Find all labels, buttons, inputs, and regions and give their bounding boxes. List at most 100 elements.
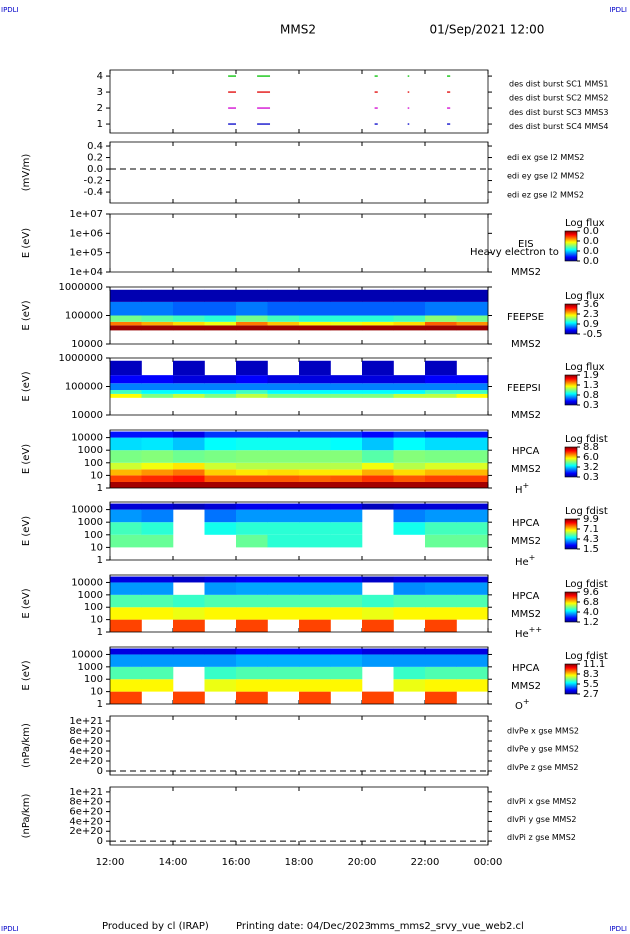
instrument-label: HPCA xyxy=(512,446,540,457)
legend-entry: des dist burst SC3 MMS3 xyxy=(509,108,608,117)
spectrogram-cell xyxy=(456,383,489,391)
y-tick-label: 1e+21 xyxy=(69,716,103,727)
y-tick-label: 3 xyxy=(97,87,103,98)
y-tick-label: -0.2 xyxy=(83,176,103,187)
spectrogram-cell xyxy=(456,509,489,523)
spectrogram-cell xyxy=(299,481,331,488)
y-tick-label: 0 xyxy=(97,836,103,847)
spectrogram-cell xyxy=(299,321,331,326)
spectrogram-cell xyxy=(456,301,489,316)
spectrogram-cell xyxy=(299,383,331,391)
spectrogram-cell xyxy=(110,383,142,391)
spectrogram-cell xyxy=(267,648,300,655)
spectrogram-cell xyxy=(456,375,489,384)
spectrogram-cell xyxy=(141,325,174,331)
colorbar-tick-label: 2.7 xyxy=(583,689,599,700)
y-tick-label: 100000 xyxy=(65,311,103,322)
y-tick-label: 100 xyxy=(84,602,103,613)
spectrogram-cell xyxy=(330,450,363,463)
spectrogram-cell xyxy=(236,325,268,331)
spectrogram-cell xyxy=(456,654,489,667)
spectrogram-cell xyxy=(110,503,142,510)
spectrogram-cell xyxy=(330,390,363,394)
spectrogram-cell xyxy=(299,582,331,595)
species-charge: ++ xyxy=(529,625,542,634)
spectrogram-cell xyxy=(330,321,363,326)
panel-frame xyxy=(109,786,489,846)
spectrogram-cell xyxy=(173,321,205,326)
spectrogram-cell xyxy=(393,522,426,535)
x-tick-label: 18:00 xyxy=(285,857,314,868)
species-charge: + xyxy=(523,481,530,490)
y-tick-label: 1000000 xyxy=(58,282,103,293)
spectrogram-cell xyxy=(425,431,457,438)
spectrogram-cell xyxy=(173,691,205,704)
spectrogram-cell xyxy=(425,509,457,523)
spectrogram-cell xyxy=(393,431,426,438)
spectrogram-cell xyxy=(425,619,457,632)
spectrogram-cell xyxy=(299,509,331,523)
spectrogram-cell xyxy=(204,666,237,680)
x-tick-label: 14:00 xyxy=(159,857,188,868)
colorbar-tick-label: 11.1 xyxy=(583,659,605,670)
spectrogram-cell xyxy=(393,576,426,583)
species-charge: + xyxy=(529,553,536,562)
spectrogram-cell xyxy=(110,325,142,331)
spectrogram-cell xyxy=(425,321,457,326)
spectrogram-cell xyxy=(173,437,205,451)
spectrogram-cell xyxy=(456,503,489,510)
spectrogram-cell xyxy=(204,450,237,463)
spectrogram-cell xyxy=(425,503,457,510)
spectrogram-cell xyxy=(110,594,142,608)
spectrogram-cell xyxy=(110,375,142,384)
spectrogram-cell xyxy=(393,648,426,655)
footer-file: mms_mms2_srvy_vue_web2.cl xyxy=(370,921,524,932)
date-title: 01/Sep/2021 12:00 xyxy=(430,23,545,37)
instrument-label: HPCA xyxy=(512,591,540,602)
legend-entry: edi ex gse l2 MMS2 xyxy=(507,153,584,162)
spectrogram-cell xyxy=(330,679,363,692)
spectrogram-cell xyxy=(110,469,142,476)
spectrogram-cell xyxy=(110,475,142,482)
y-tick-label: 4 xyxy=(97,71,103,82)
colorbar-tick-label: 3.6 xyxy=(583,299,599,310)
colorbar-tick-label: 6.0 xyxy=(583,452,599,463)
colorbar-title: Log fdist xyxy=(565,651,608,662)
panel-frame xyxy=(109,646,489,705)
legend-entry: des dist burst SC4 MMS4 xyxy=(509,122,608,131)
spectrogram-cell xyxy=(204,325,237,331)
spectrogram-cell xyxy=(173,475,205,482)
y-tick-label: 4e+20 xyxy=(69,816,103,827)
spectrogram-cell xyxy=(141,654,174,667)
spectrogram-cell xyxy=(173,315,205,322)
spectrogram-cell xyxy=(267,522,300,535)
spectrogram-cell xyxy=(267,607,300,620)
spectrogram-cell xyxy=(330,481,363,488)
spectrogram-cell xyxy=(236,462,268,470)
spectrogram-cell xyxy=(299,679,331,692)
spectrogram-cell xyxy=(267,509,300,523)
spectrogram-cell xyxy=(267,582,300,595)
spectrogram-cell xyxy=(393,383,426,391)
y-axis-label: (nPa/km) xyxy=(21,723,32,768)
spectrogram-cell xyxy=(456,431,489,438)
spectrogram-cell xyxy=(267,654,300,667)
spectrogram-cell xyxy=(330,666,363,680)
y-tick-label: 10000 xyxy=(71,339,103,350)
spectrogram-cell xyxy=(362,469,394,476)
spectrogram-cell xyxy=(393,607,426,620)
spectrogram-cell xyxy=(393,654,426,667)
colorbar xyxy=(564,663,578,695)
spectrogram-cell xyxy=(299,431,331,438)
spacecraft-label: MMS2 xyxy=(511,536,541,547)
spectrogram-cell xyxy=(267,325,300,331)
spectrogram-cell xyxy=(299,462,331,470)
panel-frame xyxy=(109,141,489,204)
spectrogram-cell xyxy=(267,450,300,463)
spectrogram-cell xyxy=(425,393,457,398)
spectrogram-cell xyxy=(425,325,457,331)
instrument-label: EIS xyxy=(518,239,534,250)
spectrogram-cell xyxy=(330,437,363,451)
spectrogram-cell xyxy=(110,315,142,322)
spectrogram-cell xyxy=(393,481,426,488)
